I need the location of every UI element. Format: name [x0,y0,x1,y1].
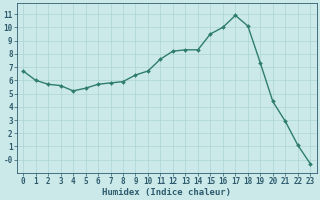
X-axis label: Humidex (Indice chaleur): Humidex (Indice chaleur) [102,188,231,197]
